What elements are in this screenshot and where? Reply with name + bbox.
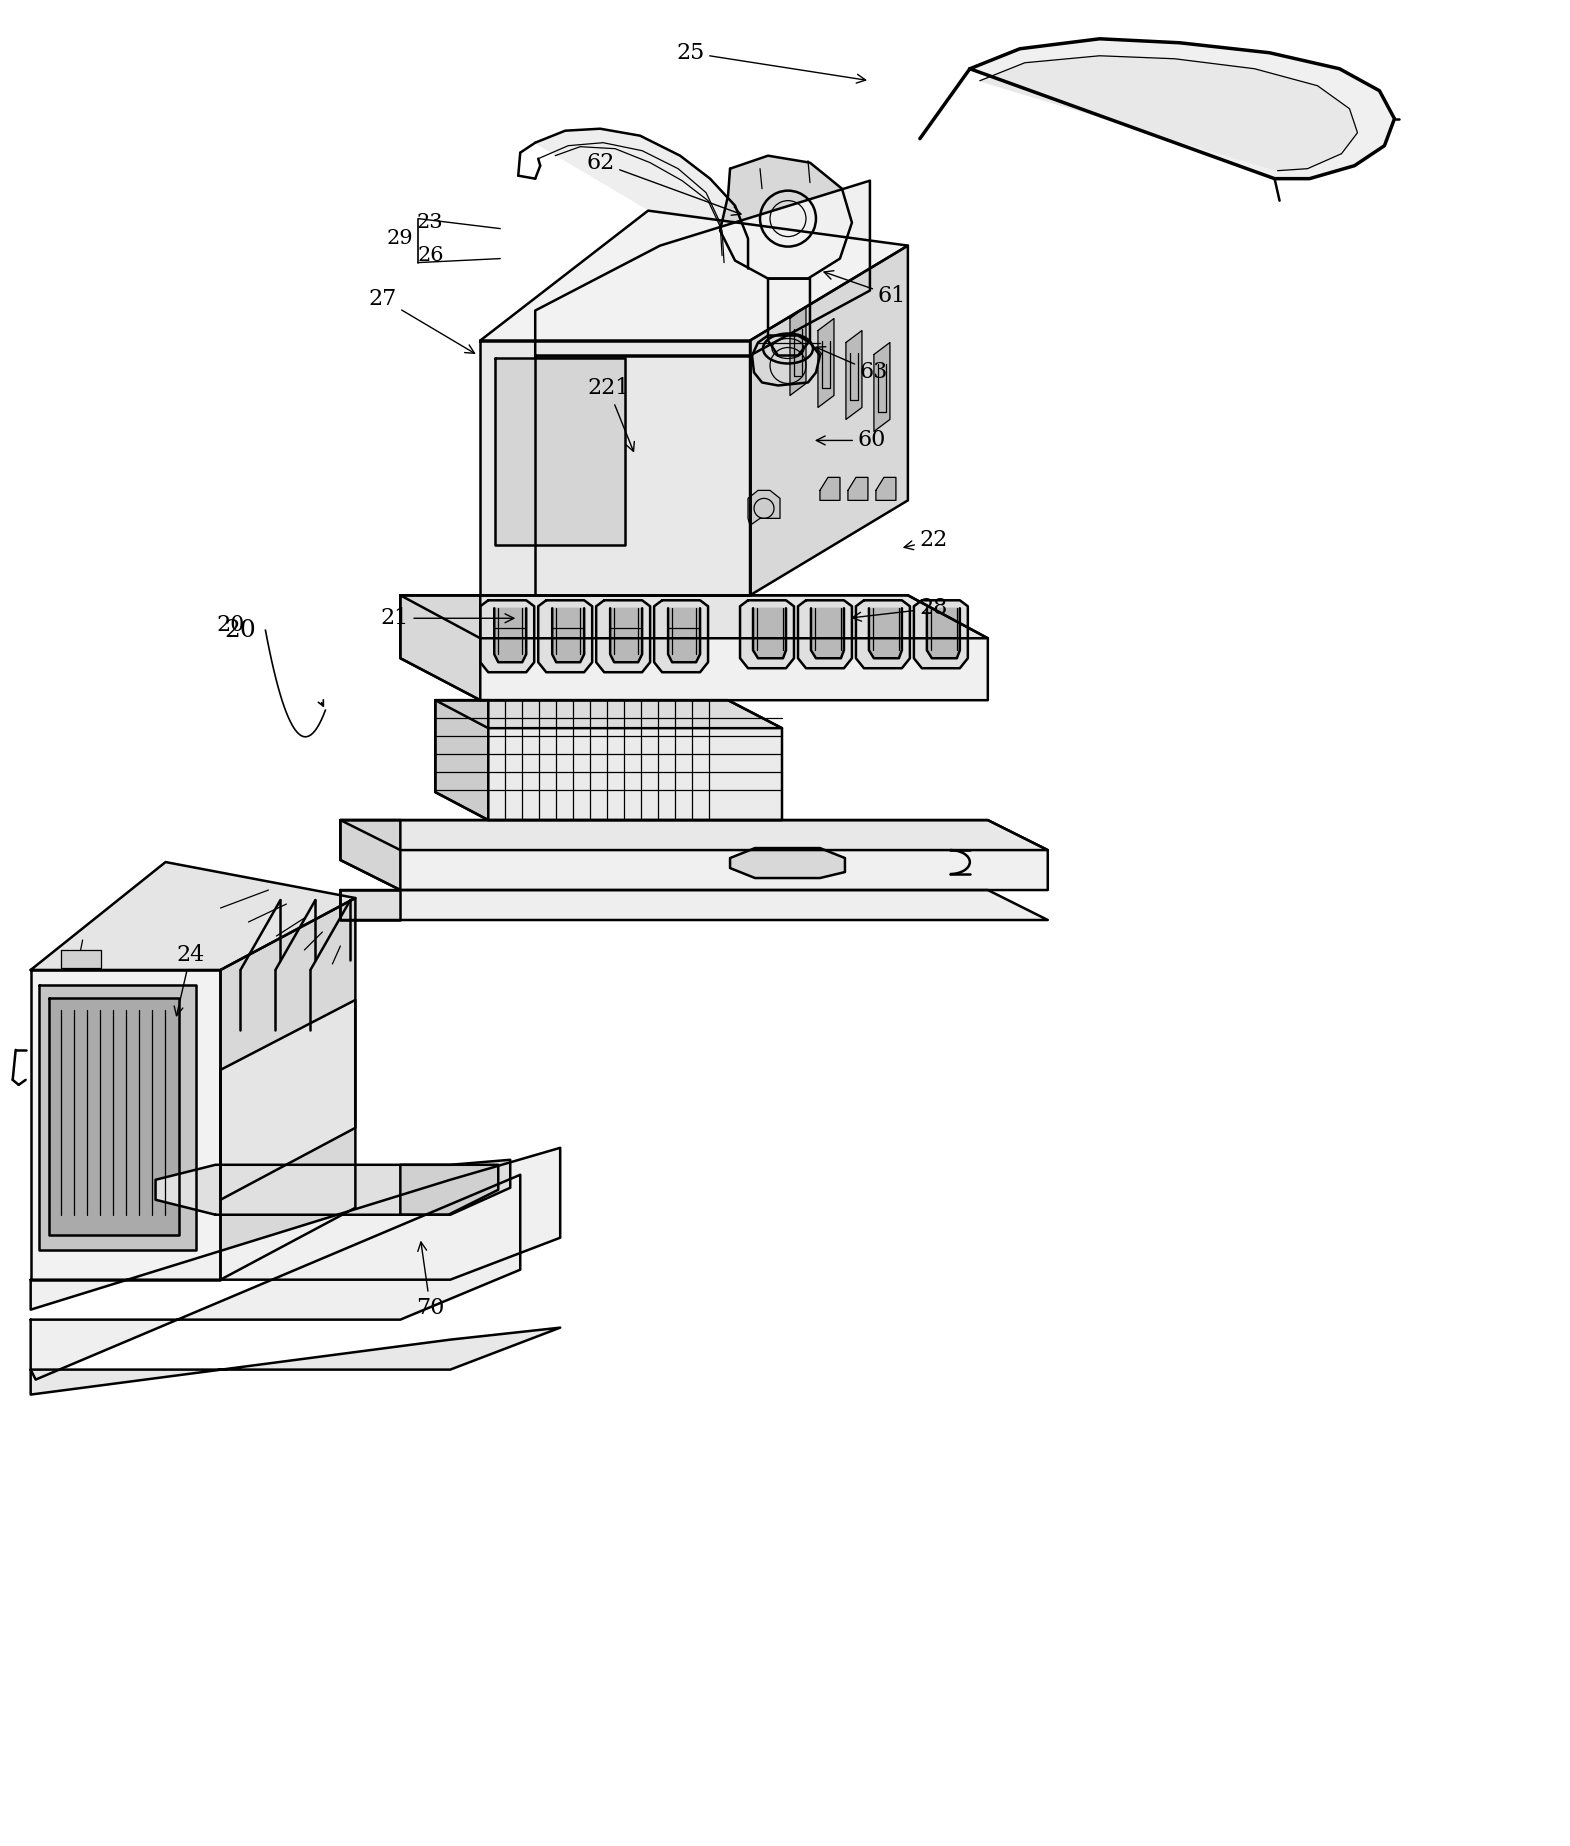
Polygon shape: [341, 820, 400, 890]
Polygon shape: [611, 609, 642, 663]
Polygon shape: [980, 55, 1358, 170]
Polygon shape: [220, 1001, 355, 1200]
Polygon shape: [856, 600, 911, 668]
Polygon shape: [553, 609, 584, 663]
Polygon shape: [480, 340, 750, 594]
Text: 221: 221: [587, 377, 634, 452]
Polygon shape: [495, 609, 526, 663]
Text: 20: 20: [225, 618, 256, 642]
Polygon shape: [730, 847, 845, 879]
Polygon shape: [868, 609, 901, 659]
Polygon shape: [970, 39, 1394, 179]
Text: 22: 22: [904, 530, 948, 552]
Polygon shape: [49, 999, 179, 1235]
Polygon shape: [155, 1159, 510, 1215]
Polygon shape: [820, 478, 840, 500]
Polygon shape: [747, 491, 780, 526]
Polygon shape: [739, 600, 794, 668]
Polygon shape: [31, 1174, 520, 1379]
Polygon shape: [435, 700, 782, 727]
Text: 21: 21: [380, 607, 513, 629]
Polygon shape: [874, 343, 890, 432]
Text: 70: 70: [416, 1242, 444, 1318]
Polygon shape: [597, 600, 650, 672]
Polygon shape: [798, 600, 853, 668]
Polygon shape: [926, 609, 959, 659]
Polygon shape: [768, 279, 810, 356]
Text: 23: 23: [418, 212, 444, 233]
Polygon shape: [480, 210, 907, 340]
Polygon shape: [876, 478, 896, 500]
Text: 20: 20: [217, 615, 245, 637]
Polygon shape: [39, 986, 196, 1250]
Text: 61: 61: [824, 271, 906, 306]
Polygon shape: [341, 890, 1047, 919]
Polygon shape: [655, 600, 708, 672]
Polygon shape: [812, 609, 845, 659]
Polygon shape: [535, 181, 870, 356]
Polygon shape: [535, 129, 747, 268]
Polygon shape: [31, 1148, 560, 1309]
Polygon shape: [341, 820, 1047, 890]
Text: 25: 25: [677, 42, 865, 83]
Polygon shape: [818, 319, 834, 408]
Polygon shape: [341, 890, 400, 919]
Polygon shape: [480, 600, 534, 672]
Polygon shape: [435, 700, 782, 820]
Polygon shape: [495, 358, 625, 545]
Polygon shape: [754, 609, 787, 659]
Text: 60: 60: [816, 430, 887, 452]
Polygon shape: [790, 306, 805, 395]
Polygon shape: [669, 609, 700, 663]
Polygon shape: [848, 478, 868, 500]
Polygon shape: [721, 155, 853, 279]
Text: 26: 26: [418, 246, 444, 266]
Polygon shape: [341, 820, 1047, 849]
Polygon shape: [846, 330, 862, 419]
Polygon shape: [400, 1165, 498, 1215]
Polygon shape: [400, 594, 988, 639]
Polygon shape: [400, 594, 988, 700]
Text: 24: 24: [174, 943, 204, 1015]
Polygon shape: [752, 336, 820, 386]
Polygon shape: [31, 969, 220, 1279]
Polygon shape: [400, 594, 480, 700]
Polygon shape: [31, 862, 355, 969]
Polygon shape: [535, 356, 750, 594]
Text: 27: 27: [369, 288, 474, 353]
Polygon shape: [750, 246, 907, 594]
Polygon shape: [31, 1327, 560, 1394]
Polygon shape: [435, 700, 488, 820]
Text: 28: 28: [853, 598, 948, 620]
Polygon shape: [61, 951, 100, 967]
Polygon shape: [914, 600, 967, 668]
Text: 62: 62: [586, 151, 741, 216]
Text: 63: 63: [816, 347, 889, 384]
Polygon shape: [220, 897, 355, 1279]
Polygon shape: [539, 600, 592, 672]
Text: 29: 29: [388, 229, 413, 247]
